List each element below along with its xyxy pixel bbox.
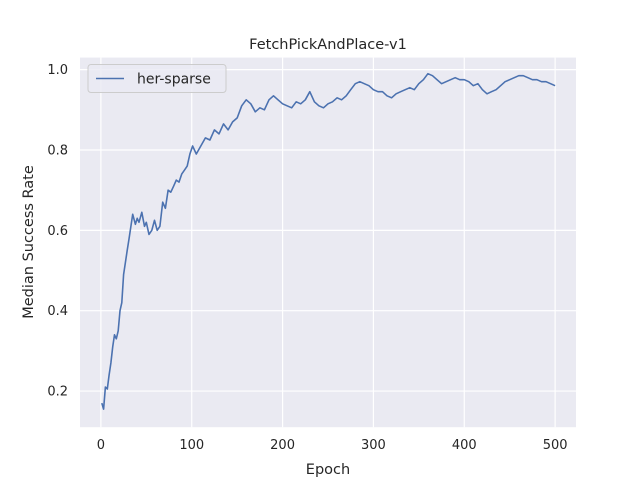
x-tick-label: 500 [543,438,568,453]
x-axis-label: Epoch [306,462,350,478]
chart-title: FetchPickAndPlace-v1 [249,37,407,53]
y-tick-labels: 0.2 0.4 0.6 0.8 1.0 [47,63,68,399]
y-tick-label: 0.6 [47,224,68,239]
y-axis-label: Median Success Rate [21,165,37,319]
legend: her-sparse [87,64,227,93]
x-tick-label: 300 [361,438,386,453]
x-tick-label: 0 [97,438,105,453]
x-gridlines [100,57,556,428]
y-tick-label: 0.8 [47,144,68,159]
x-tick-labels: 0 100 200 300 400 500 [97,438,568,453]
y-tick-label: 1.0 [47,63,68,78]
series-layer [101,72,556,410]
x-tick-label: 200 [270,438,295,453]
y-tick-label: 0.4 [47,304,68,319]
series-line-her-sparse [101,72,556,410]
y-tick-label: 0.2 [47,385,68,400]
plot-area [80,57,576,428]
legend-box [87,64,227,93]
x-tick-label: 400 [452,438,477,453]
legend-label-her-sparse: her-sparse [137,72,211,88]
x-tick-label: 100 [179,438,204,453]
